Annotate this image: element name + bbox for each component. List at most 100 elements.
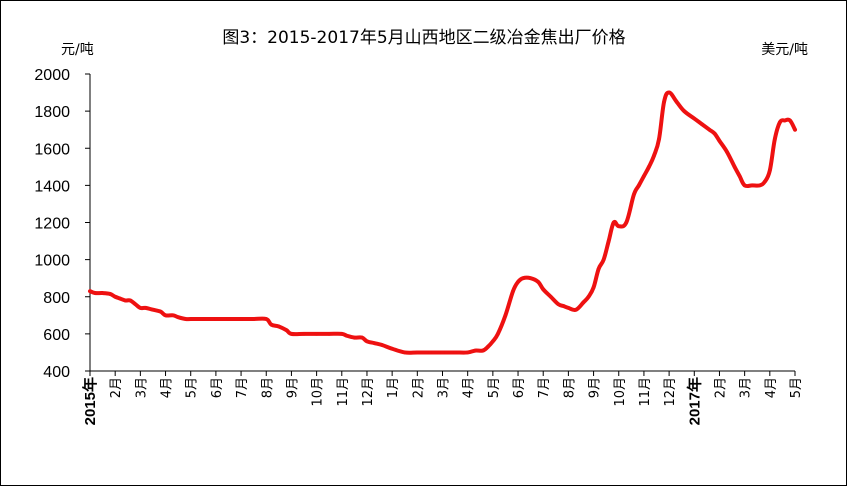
data-point xyxy=(778,120,782,125)
data-point xyxy=(528,276,533,280)
x-tick-label: 10月 xyxy=(311,377,326,407)
data-point xyxy=(712,131,717,136)
data-point xyxy=(163,313,168,318)
x-axis: 2015年 2月 3月 4月 5月 6月 7月 8月 9月 10月 11月 12月 1月 2月 3月 4月 5月… xyxy=(81,370,804,425)
y-tick-label: 1200 xyxy=(34,216,70,233)
data-point xyxy=(496,332,500,336)
chart-title: 图3：2015-2017年5月山西地区二级冶金焦出厂价格 xyxy=(222,28,625,48)
x-tick-label: 3月 xyxy=(134,377,149,398)
data-point xyxy=(667,90,671,95)
data-point xyxy=(486,345,490,349)
data-point xyxy=(624,220,629,225)
data-point xyxy=(596,267,601,271)
data-point xyxy=(440,350,445,355)
y-tick-label: 1000 xyxy=(34,253,70,270)
x-tick-label: 6月 xyxy=(512,377,527,398)
data-point xyxy=(632,192,636,197)
data-point xyxy=(327,332,332,336)
data-point xyxy=(239,317,243,321)
data-point xyxy=(611,220,616,225)
x-tick-label: 4月 xyxy=(160,377,175,398)
data-point xyxy=(541,287,546,292)
data-point xyxy=(289,332,294,336)
data-point xyxy=(138,306,143,310)
data-point xyxy=(402,350,407,355)
data-point xyxy=(536,280,540,284)
data-point xyxy=(158,309,163,314)
y-tick-label: 800 xyxy=(43,290,70,307)
data-point xyxy=(480,348,485,353)
y-tick-label: 1600 xyxy=(34,141,70,158)
data-point xyxy=(561,304,566,308)
data-point xyxy=(491,339,495,344)
data-point xyxy=(700,122,704,126)
data-point xyxy=(521,276,525,280)
x-tick-label: 5月 xyxy=(487,377,502,398)
y-axis-unit-right: 美元/吨 xyxy=(761,42,808,58)
data-point xyxy=(591,285,596,290)
y-axis: 400 600 800 1000 1200 1400 1600 1800 2000 xyxy=(34,67,91,381)
data-point xyxy=(574,307,578,312)
x-tick-label: 3月 xyxy=(739,377,754,398)
data-point xyxy=(176,315,180,319)
data-point xyxy=(581,300,586,305)
x-tick-label: 2月 xyxy=(713,377,728,398)
x-tick-label-year: 2015年 xyxy=(81,377,99,425)
data-point xyxy=(556,302,561,306)
data-point xyxy=(128,298,133,303)
x-tick-label: 5月 xyxy=(789,377,804,398)
data-point xyxy=(100,291,105,295)
data-point xyxy=(284,328,289,332)
data-point xyxy=(365,339,369,344)
y-tick-label: 1800 xyxy=(34,104,70,121)
data-point xyxy=(657,137,661,141)
data-point xyxy=(118,296,123,301)
x-tick-label: 2月 xyxy=(109,377,124,398)
x-tick-label-year: 2017年 xyxy=(685,377,703,425)
data-point xyxy=(750,183,754,188)
x-tick-label: 3月 xyxy=(437,377,452,398)
data-point xyxy=(171,313,175,318)
data-point xyxy=(453,350,457,355)
data-point xyxy=(773,137,777,141)
data-point xyxy=(637,183,641,188)
data-point xyxy=(642,174,646,178)
data-point xyxy=(372,341,377,345)
data-point xyxy=(133,302,138,306)
series-line-0 xyxy=(88,90,797,355)
data-point xyxy=(616,224,621,229)
data-point xyxy=(732,165,737,169)
data-point xyxy=(548,294,553,299)
data-point xyxy=(742,183,747,188)
x-tick-label: 4月 xyxy=(462,377,477,398)
data-point xyxy=(647,165,651,169)
data-point xyxy=(586,294,591,299)
data-point xyxy=(473,348,478,353)
x-tick-label: 11月 xyxy=(336,377,351,407)
x-tick-label: 12月 xyxy=(361,377,376,407)
data-point xyxy=(251,317,256,321)
data-point xyxy=(314,332,319,336)
data-point xyxy=(783,118,787,123)
data-point xyxy=(352,335,357,340)
data-point xyxy=(725,150,729,154)
data-point xyxy=(277,324,281,329)
x-tick-label: 10月 xyxy=(613,377,628,407)
data-point xyxy=(88,289,92,293)
data-point xyxy=(269,322,274,327)
x-tick-label: 6月 xyxy=(210,377,225,398)
x-tick-label: 12月 xyxy=(663,377,678,407)
data-point xyxy=(264,317,269,321)
data-point xyxy=(566,306,571,310)
data-point xyxy=(757,183,762,188)
data-point xyxy=(707,127,712,132)
data-point xyxy=(380,343,384,347)
data-point xyxy=(428,350,432,355)
x-tick-label: 8月 xyxy=(260,377,275,398)
data-point xyxy=(788,118,792,123)
y-tick-label: 600 xyxy=(43,327,70,344)
data-point xyxy=(214,317,218,321)
data-point xyxy=(188,317,193,321)
